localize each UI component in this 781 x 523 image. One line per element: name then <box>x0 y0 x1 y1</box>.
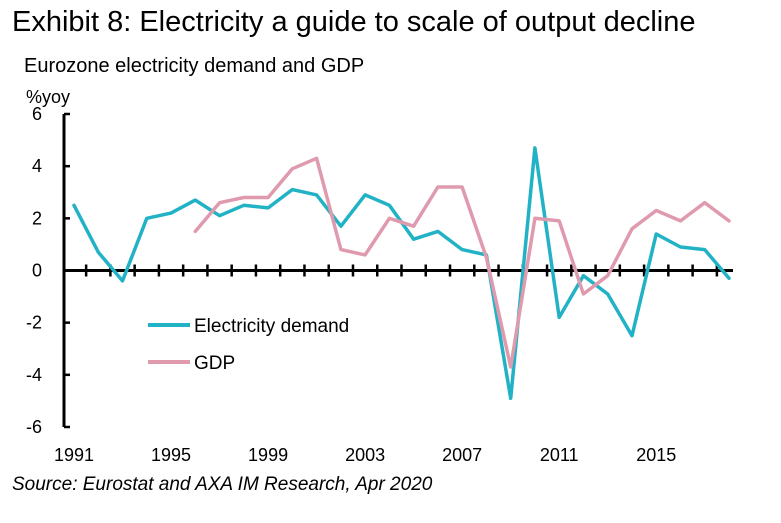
x-tick-label: 2015 <box>636 445 676 465</box>
y-tick-label: -4 <box>26 365 42 385</box>
x-tick-label: 2007 <box>442 445 482 465</box>
chart-source: Source: Eurostat and AXA IM Research, Ap… <box>12 474 433 495</box>
legend-label: Electricity demand <box>194 316 349 337</box>
y-tick-label: -6 <box>26 417 42 437</box>
legend-label: GDP <box>194 353 235 374</box>
y-axis-label: %yoy <box>26 87 70 107</box>
x-tick-label: 1999 <box>248 445 288 465</box>
x-tick-label: 1995 <box>151 445 191 465</box>
y-tick-label: -2 <box>26 313 42 333</box>
series-line-gdp <box>193 156 731 369</box>
y-tick-label: 6 <box>32 104 42 124</box>
chart-subtitle: Eurozone electricity demand and GDP <box>24 55 365 77</box>
x-tick-label: 1991 <box>54 445 94 465</box>
x-tick-label: 2003 <box>345 445 385 465</box>
y-tick-label: 0 <box>32 261 42 281</box>
x-tick-label: 2011 <box>540 445 579 465</box>
y-tick-label: 4 <box>32 156 42 176</box>
chart-title: Exhibit 8: Electricity a guide to scale … <box>12 6 696 38</box>
y-tick-label: 2 <box>32 208 42 228</box>
